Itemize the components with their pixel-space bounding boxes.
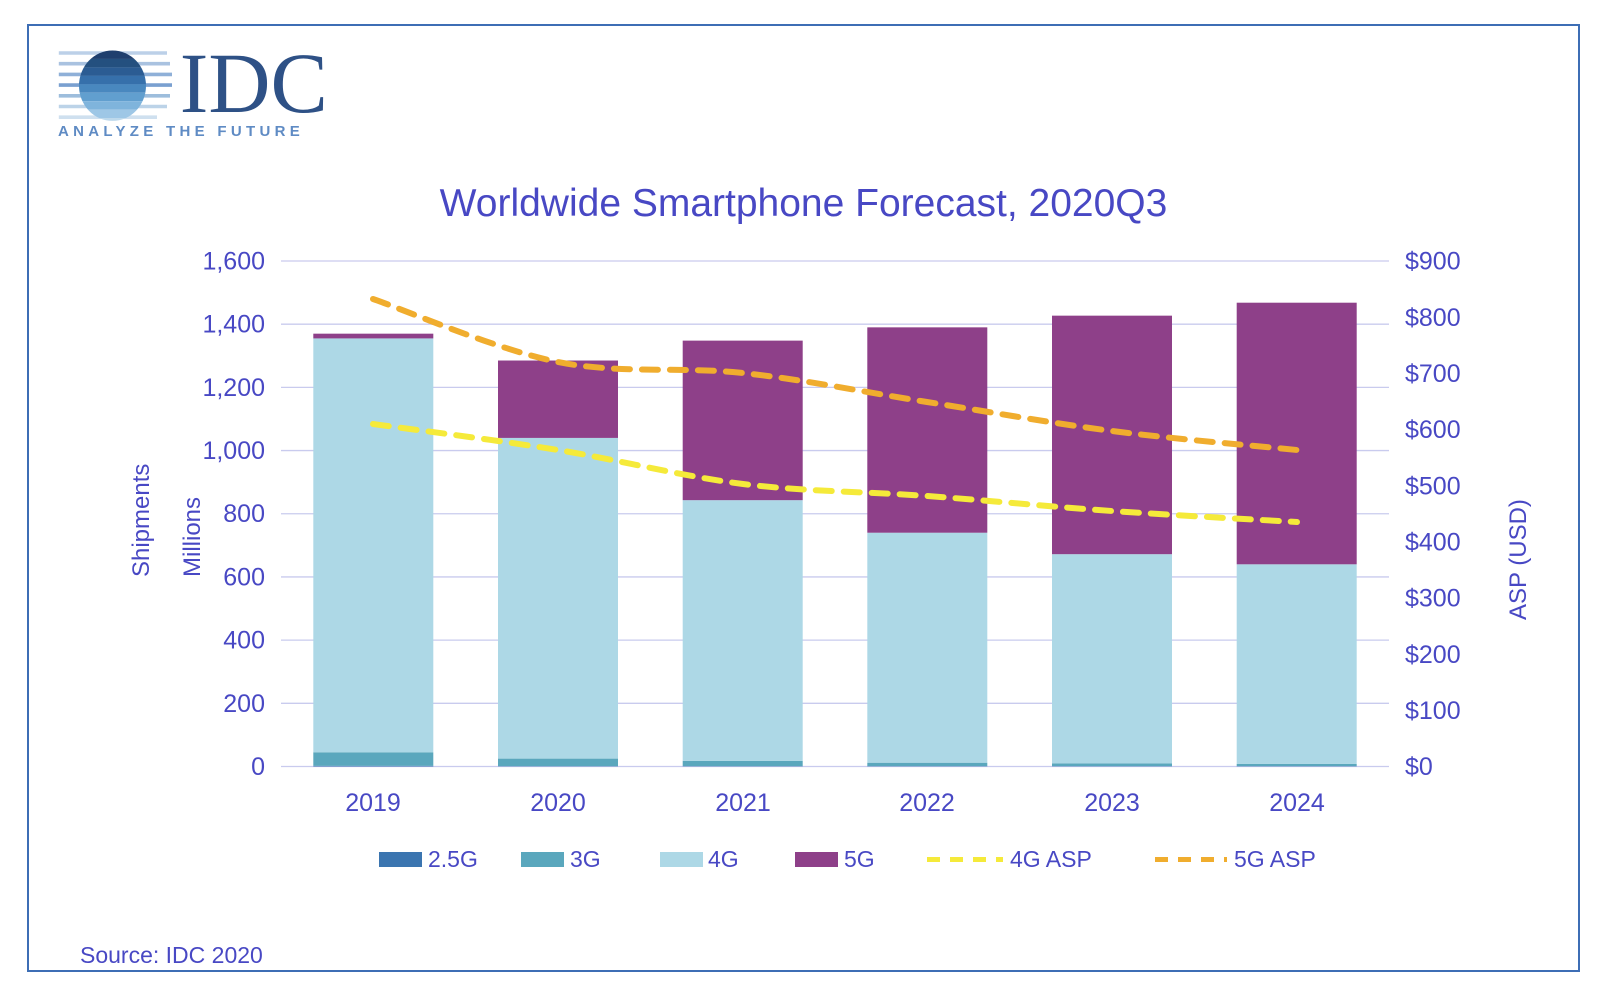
svg-text:$0: $0 xyxy=(1405,753,1433,781)
svg-text:2020: 2020 xyxy=(530,789,586,817)
svg-text:5G: 5G xyxy=(844,846,875,872)
svg-text:$300: $300 xyxy=(1405,585,1461,613)
svg-text:400: 400 xyxy=(223,627,265,655)
svg-text:1,000: 1,000 xyxy=(202,437,265,465)
svg-text:200: 200 xyxy=(223,690,265,718)
svg-text:5G ASP: 5G ASP xyxy=(1234,846,1316,872)
svg-text:Source: IDC 2020: Source: IDC 2020 xyxy=(80,942,263,968)
svg-text:2023: 2023 xyxy=(1084,789,1140,817)
svg-text:4G: 4G xyxy=(708,846,739,872)
svg-text:$500: $500 xyxy=(1405,472,1461,500)
svg-text:$200: $200 xyxy=(1405,641,1461,669)
svg-text:$100: $100 xyxy=(1405,697,1461,725)
svg-text:1,400: 1,400 xyxy=(202,311,265,339)
svg-text:2021: 2021 xyxy=(715,789,771,817)
svg-text:$700: $700 xyxy=(1405,360,1461,388)
svg-text:800: 800 xyxy=(223,500,265,528)
svg-text:$800: $800 xyxy=(1405,304,1461,332)
svg-text:1,600: 1,600 xyxy=(202,248,265,276)
svg-text:2.5G: 2.5G xyxy=(428,846,478,872)
svg-text:0: 0 xyxy=(251,753,265,781)
svg-text:$900: $900 xyxy=(1405,248,1461,276)
svg-text:2019: 2019 xyxy=(345,789,401,817)
svg-text:2022: 2022 xyxy=(899,789,955,817)
svg-text:1,200: 1,200 xyxy=(202,374,265,402)
svg-text:4G ASP: 4G ASP xyxy=(1010,846,1092,872)
svg-text:3G: 3G xyxy=(570,846,601,872)
svg-text:2024: 2024 xyxy=(1269,789,1325,817)
svg-text:$400: $400 xyxy=(1405,529,1461,557)
svg-text:600: 600 xyxy=(223,563,265,591)
svg-text:$600: $600 xyxy=(1405,416,1461,444)
